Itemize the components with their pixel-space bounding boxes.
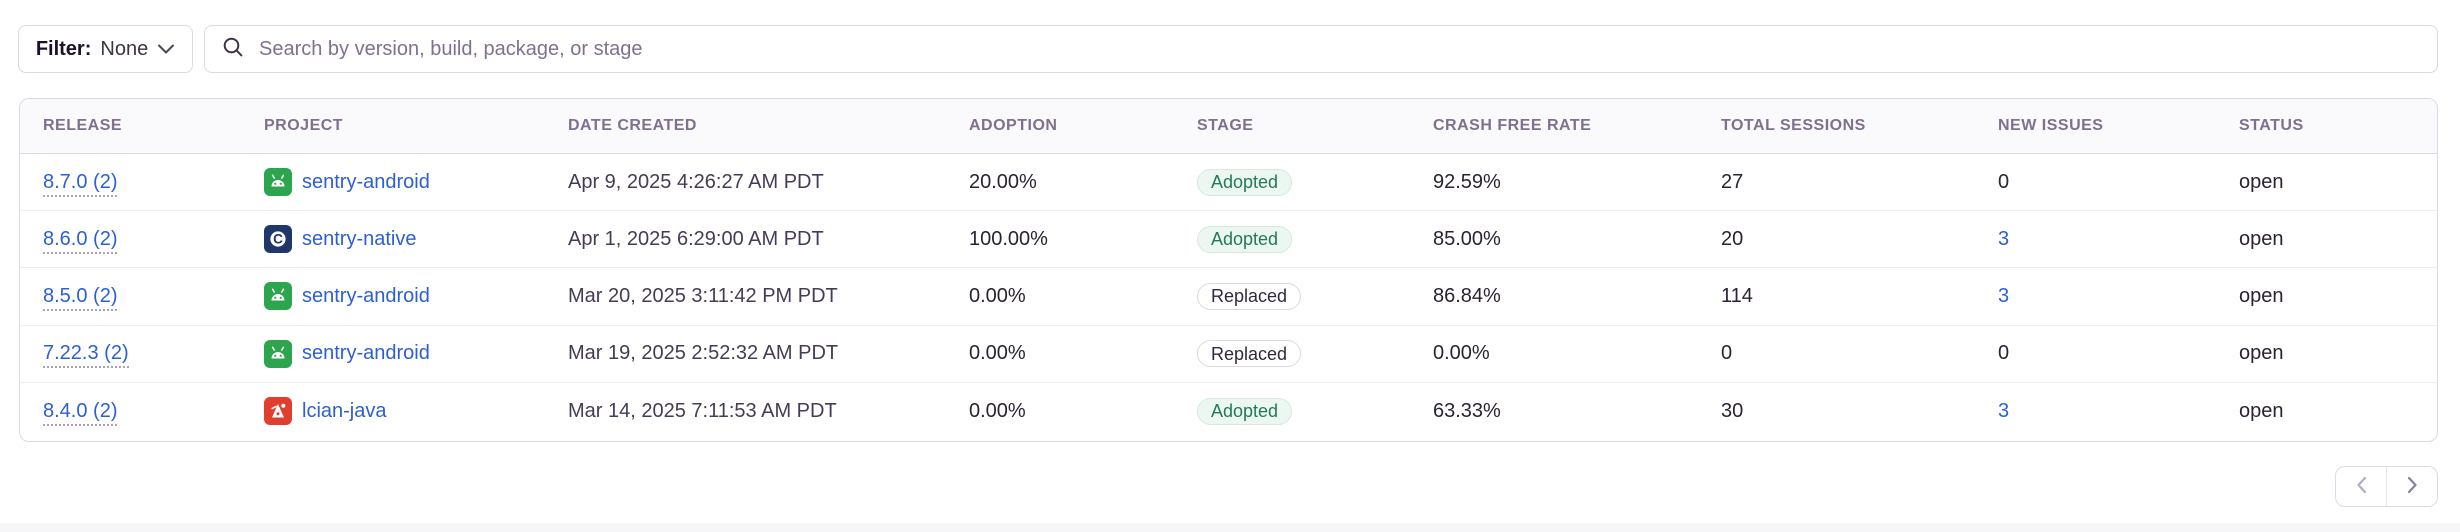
column-header: ADOPTION [969, 117, 1058, 134]
stage-badge: Adopted [1197, 397, 1293, 425]
new-issues-count: 0 [1998, 170, 2010, 193]
column-header: RELEASE [43, 117, 123, 134]
total-sessions-cell: 114 [1721, 284, 1753, 307]
project-link[interactable]: lcian-java [302, 399, 387, 422]
crash-free-rate-cell: 92.59% [1433, 170, 1501, 193]
date-created-cell: Apr 9, 2025 4:26:27 AM PDT [568, 170, 824, 193]
chevron-left-icon [2355, 475, 2368, 498]
date-created-cell: Mar 19, 2025 2:52:32 AM PDT [568, 342, 839, 365]
status-cell: open [2239, 399, 2284, 422]
filter-label: Filter: [35, 37, 92, 60]
table-row: 8.4.0 (2) lcian-java Mar 14, 2025 7:11:5… [20, 383, 2437, 440]
table-body: 8.7.0 (2) sentry-android Apr 9, 2025 4:2… [20, 154, 2437, 440]
table-row: 8.5.0 (2) sentry-android Mar 20, 2025 3:… [20, 268, 2437, 326]
adoption-cell: 100.00% [969, 227, 1048, 250]
new-issues-link[interactable]: 3 [1998, 284, 2010, 307]
adoption-cell: 0.00% [969, 284, 1026, 307]
status-cell: open [2239, 342, 2284, 365]
crash-free-rate-cell: 63.33% [1433, 399, 1501, 422]
table-header-row: RELEASE PROJECT DATE CREATED ADOPTION STAGE C… [20, 99, 2437, 153]
release-link[interactable]: 7.22.3 (2) [43, 342, 129, 369]
column-header: STAGE [1197, 117, 1254, 134]
filter-button[interactable]: Filter: None [18, 25, 193, 73]
stage-badge: Adopted [1197, 168, 1293, 196]
releases-table: RELEASE PROJECT DATE CREATED ADOPTION STAGE C… [19, 98, 2438, 442]
svg-text:C: C [273, 232, 283, 247]
android-icon [264, 282, 292, 311]
android-icon [264, 168, 292, 197]
total-sessions-cell: 30 [1721, 399, 1744, 422]
adoption-cell: 0.00% [969, 399, 1026, 422]
adoption-cell: 20.00% [969, 170, 1037, 193]
total-sessions-cell: 0 [1721, 342, 1733, 365]
status-cell: open [2239, 170, 2284, 193]
column-header: CRASH FREE RATE [1433, 117, 1592, 134]
crash-free-rate-cell: 86.84% [1433, 284, 1501, 307]
date-created-cell: Mar 20, 2025 3:11:42 PM PDT [568, 284, 838, 307]
stage-badge: Adopted [1197, 225, 1293, 253]
column-header: STATUS [2239, 117, 2304, 134]
toolbar: Filter: None [18, 25, 2438, 73]
chevron-down-icon [157, 38, 175, 61]
search-icon [222, 36, 244, 63]
table-row: 8.7.0 (2) sentry-android Apr 9, 2025 4:2… [20, 154, 2437, 212]
status-cell: open [2239, 284, 2284, 307]
crash-free-rate-cell: 0.00% [1433, 342, 1490, 365]
column-header: DATE CREATED [568, 117, 697, 134]
total-sessions-cell: 27 [1721, 170, 1744, 193]
column-header: PROJECT [264, 117, 344, 134]
project-link[interactable]: sentry-android [302, 170, 430, 193]
release-link[interactable]: 8.6.0 (2) [43, 227, 118, 254]
table-row: 7.22.3 (2) sentry-android Mar 19, 2025 2… [20, 326, 2437, 383]
status-cell: open [2239, 227, 2284, 250]
next-page-button[interactable] [2386, 467, 2437, 506]
table-header: RELEASE PROJECT DATE CREATED ADOPTION STAGE C… [20, 99, 2437, 154]
stage-badge: Replaced [1197, 282, 1302, 310]
adoption-cell: 0.00% [969, 342, 1026, 365]
chevron-right-icon [2406, 475, 2419, 498]
total-sessions-cell: 20 [1721, 227, 1744, 250]
c-icon: C [264, 225, 292, 254]
date-created-cell: Mar 14, 2025 7:11:53 AM PDT [568, 399, 837, 422]
project-link[interactable]: sentry-android [302, 284, 430, 307]
pagination [2335, 466, 2438, 507]
search-input[interactable] [257, 36, 2420, 62]
android-icon [264, 339, 292, 368]
table-row: 8.6.0 (2) C sentry-native Apr 1, 2025 6:… [20, 211, 2437, 269]
project-link[interactable]: sentry-native [302, 227, 417, 250]
new-issues-link[interactable]: 3 [1998, 399, 2010, 422]
new-issues-count: 0 [1998, 342, 2010, 365]
project-link[interactable]: sentry-android [302, 342, 430, 365]
java-icon [264, 397, 292, 426]
stage-badge: Replaced [1197, 340, 1302, 368]
column-header: TOTAL SESSIONS [1721, 117, 1866, 134]
page-bottom-strip [0, 523, 2460, 532]
new-issues-link[interactable]: 3 [1998, 227, 2010, 250]
previous-page-button[interactable] [2336, 467, 2386, 506]
release-link[interactable]: 8.4.0 (2) [43, 399, 118, 426]
column-header: NEW ISSUES [1998, 117, 2104, 134]
release-link[interactable]: 8.5.0 (2) [43, 284, 118, 311]
filter-value: None [100, 37, 149, 60]
date-created-cell: Apr 1, 2025 6:29:00 AM PDT [568, 227, 824, 250]
release-link[interactable]: 8.7.0 (2) [43, 170, 118, 197]
search-box [204, 25, 2438, 73]
crash-free-rate-cell: 85.00% [1433, 227, 1501, 250]
